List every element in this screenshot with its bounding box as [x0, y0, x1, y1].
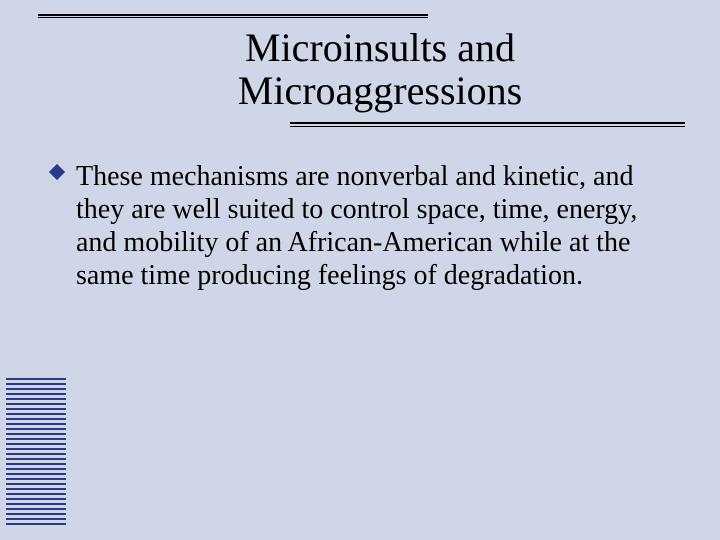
bullet-text: These mechanisms are nonverbal and kinet…	[76, 160, 678, 292]
deco-line	[6, 408, 66, 410]
deco-line	[6, 483, 66, 485]
deco-line	[6, 513, 66, 515]
deco-line	[6, 463, 66, 465]
deco-line	[6, 388, 66, 390]
deco-line	[6, 383, 66, 385]
deco-line	[6, 398, 66, 400]
deco-line	[6, 488, 66, 490]
bullet-item: These mechanisms are nonverbal and kinet…	[48, 160, 678, 292]
deco-line	[6, 458, 66, 460]
deco-line	[6, 453, 66, 455]
deco-line	[6, 423, 66, 425]
decorative-lines	[6, 378, 66, 528]
deco-line	[6, 443, 66, 445]
deco-line	[6, 503, 66, 505]
deco-line	[6, 508, 66, 510]
deco-line	[6, 378, 66, 380]
deco-line	[6, 403, 66, 405]
deco-line	[6, 498, 66, 500]
deco-line	[6, 473, 66, 475]
deco-line	[6, 428, 66, 430]
deco-line	[6, 448, 66, 450]
slide-title-line1: Microinsults and	[170, 26, 590, 69]
deco-line	[6, 493, 66, 495]
deco-line	[6, 468, 66, 470]
diamond-bullet-icon	[48, 163, 66, 181]
title-underline	[290, 122, 685, 127]
slide-title-line2: Microaggressions	[170, 69, 590, 112]
top-rule	[38, 14, 428, 18]
deco-line	[6, 478, 66, 480]
deco-line	[6, 433, 66, 435]
deco-line	[6, 393, 66, 395]
deco-line	[6, 418, 66, 420]
deco-line	[6, 413, 66, 415]
body-block: These mechanisms are nonverbal and kinet…	[48, 160, 678, 292]
deco-line	[6, 523, 66, 525]
title-block: Microinsults and Microaggressions	[170, 26, 590, 112]
deco-line	[6, 438, 66, 440]
slide: Microinsults and Microaggressions These …	[0, 0, 720, 540]
deco-line	[6, 518, 66, 520]
